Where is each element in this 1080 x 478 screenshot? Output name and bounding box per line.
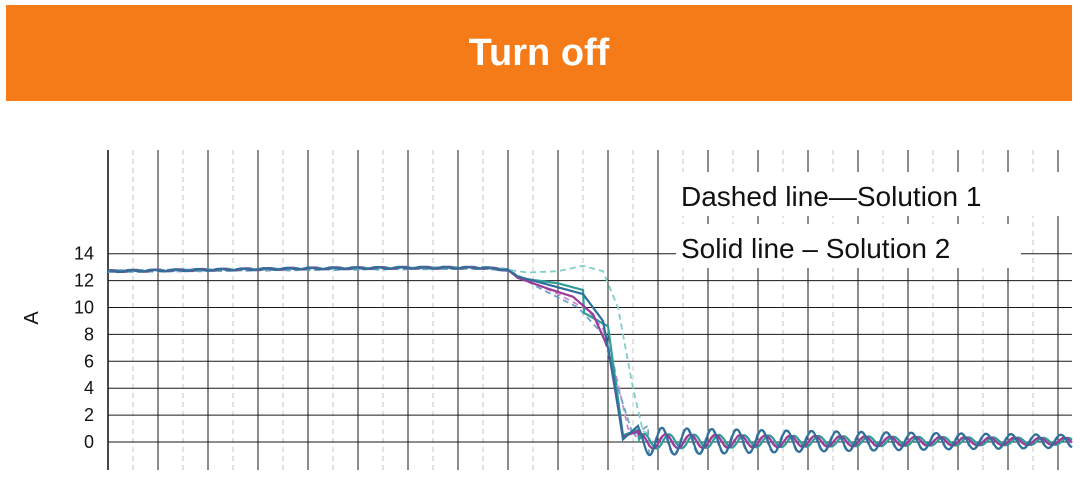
solution1-purple-line <box>107 265 1073 450</box>
y-tick-label: 4 <box>84 378 94 398</box>
y-tick-label: 6 <box>84 351 94 371</box>
title-banner: Turn off <box>6 5 1072 101</box>
page-title: Turn off <box>468 31 610 74</box>
series-lines <box>107 264 1073 457</box>
chart-annotations: Dashed line—Solution 1 Solid line – Solut… <box>676 172 1068 268</box>
annotation-background <box>676 224 1021 268</box>
y-tick-label: 0 <box>84 432 94 452</box>
y-tick-label: 14 <box>74 244 94 264</box>
solution2-blue-line <box>108 265 1073 457</box>
solution2-teal-line <box>107 265 1073 450</box>
y-tick-labels: 0 2 4 6 8 10 12 14 <box>74 244 94 452</box>
annotation-background <box>676 172 1068 216</box>
dashed-line-annotation: Dashed line—Solution 1 <box>681 181 981 212</box>
y-tick-label: 2 <box>84 405 94 425</box>
y-tick-label: 12 <box>74 271 94 291</box>
y-tick-label: 10 <box>74 298 94 318</box>
solid-line-annotation: Solid line – Solution 2 <box>681 233 950 264</box>
major-grid <box>107 150 1072 470</box>
y-tick-label: 8 <box>84 324 94 344</box>
solution2-purple-line <box>107 265 1073 450</box>
y-axis-label: A <box>21 311 43 325</box>
solution1-teal-line <box>107 264 1073 450</box>
